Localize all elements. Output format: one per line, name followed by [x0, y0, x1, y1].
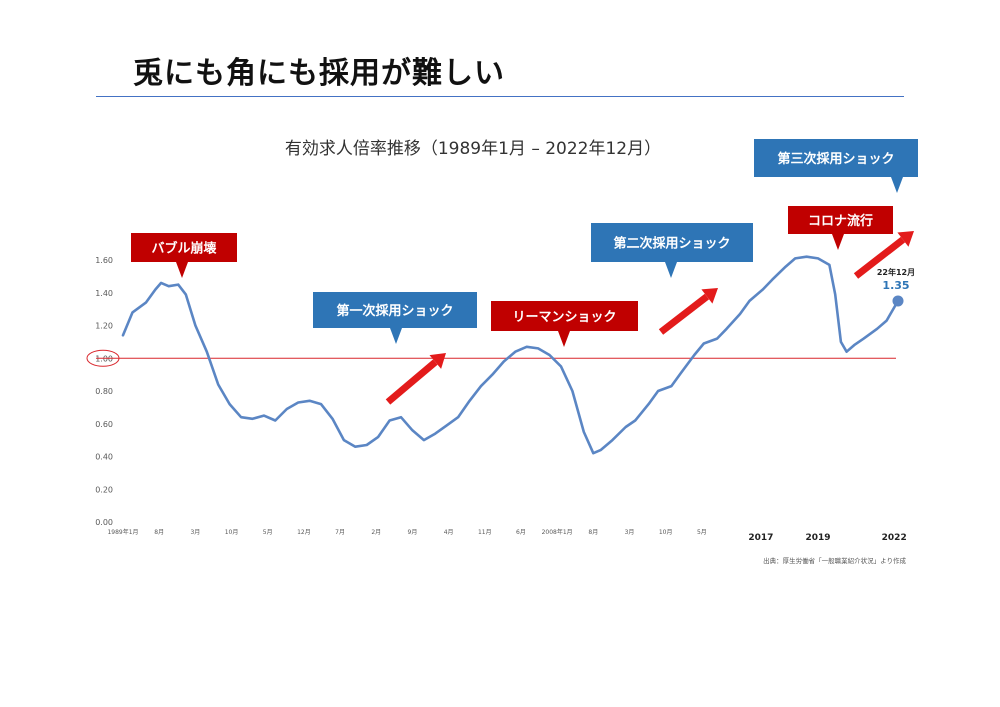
x-tick-label: 1989年1月: [107, 528, 138, 536]
chart-title: 有効求人倍率推移（1989年1月 – 2022年12月）: [285, 139, 661, 159]
last-point-group: 22年12月 1.35: [877, 267, 915, 307]
y-tick-label: 0.80: [95, 387, 113, 396]
series-group: [121, 255, 900, 455]
y-tick-label: 0.60: [95, 420, 113, 429]
y-tick-label: 1.40: [95, 289, 113, 298]
callout-hiring-shock: 第二次採用ショック: [591, 223, 753, 278]
x-tick-label: 6月: [516, 529, 526, 536]
callout-label: バブル崩壊: [151, 241, 217, 257]
callout-label: 第三次採用ショック: [777, 151, 894, 167]
x-tick-label: 2017: [748, 533, 773, 543]
reference-highlight-ellipse: [86, 349, 120, 367]
up-arrow-icon: [853, 231, 914, 279]
x-axis: 1989年1月 8月 3月 10月 5月 12月 7月 2月 9月 4月 11月 6月 2008年1月 8…: [107, 528, 906, 543]
y-tick-label: 1.20: [95, 322, 113, 331]
y-tick-label: 1.60: [95, 256, 113, 265]
source-note: 出典：厚生労働省「一般職業紹介状況」より作成: [763, 556, 906, 565]
y-tick-label: 0.00: [95, 518, 113, 527]
series-line: [121, 255, 900, 455]
callout-event: リーマンショック: [491, 301, 638, 347]
last-point-value-label: 1.35: [882, 279, 909, 292]
x-tick-label: 5月: [263, 529, 273, 536]
last-point-date-label: 22年12月: [877, 267, 915, 277]
callout-pointer: [891, 177, 903, 193]
callout-pointer: [665, 262, 677, 278]
x-tick-label: 9月: [408, 529, 418, 536]
callout-event: バブル崩壊: [131, 233, 237, 278]
y-axis: 0.000.200.400.600.801.001.201.401.60: [95, 256, 113, 527]
callout-hiring-shock: 第一次採用ショック: [313, 292, 477, 344]
callout-label: 第一次採用ショック: [336, 303, 453, 319]
x-tick-label: 10月: [659, 529, 673, 536]
callout-pointer: [558, 331, 570, 347]
x-tick-label: 8月: [154, 529, 164, 536]
x-tick-label: 11月: [478, 529, 492, 536]
callout-label: 第二次採用ショック: [613, 236, 730, 252]
up-arrow-icon: [385, 353, 446, 405]
callout-hiring-shock: 第三次採用ショック: [754, 139, 918, 193]
trend-arrows: [385, 231, 914, 405]
x-tick-label: 2019: [805, 533, 830, 543]
x-tick-label: 2月: [371, 529, 381, 536]
callout-label: コロナ流行: [808, 213, 873, 229]
up-arrow-icon: [658, 288, 718, 335]
x-tick-label: 10月: [225, 529, 239, 536]
callout-label: リーマンショック: [512, 310, 616, 325]
x-tick-label: 3月: [625, 529, 635, 536]
x-tick-label: 4月: [444, 529, 454, 536]
x-tick-label: 2022: [882, 533, 907, 543]
callout-event: コロナ流行: [788, 206, 893, 250]
callout-pointer: [390, 328, 402, 344]
callout-pointer: [176, 262, 188, 278]
callout-pointer: [832, 234, 844, 250]
x-tick-label: 2008年1月: [542, 528, 573, 536]
x-tick-label: 5月: [697, 529, 707, 536]
x-tick-label: 3月: [190, 529, 200, 536]
y-tick-label: 0.40: [95, 453, 113, 462]
y-tick-label: 0.20: [95, 485, 113, 494]
x-tick-label: 7月: [335, 529, 345, 536]
reference-line-group: [86, 349, 896, 367]
x-tick-label: 8月: [588, 529, 598, 536]
title-divider: [96, 96, 904, 97]
x-tick-label: 12月: [297, 529, 311, 536]
page-title: 兎にも角にも採用が難しい: [133, 56, 505, 91]
last-point-marker: [892, 295, 904, 307]
